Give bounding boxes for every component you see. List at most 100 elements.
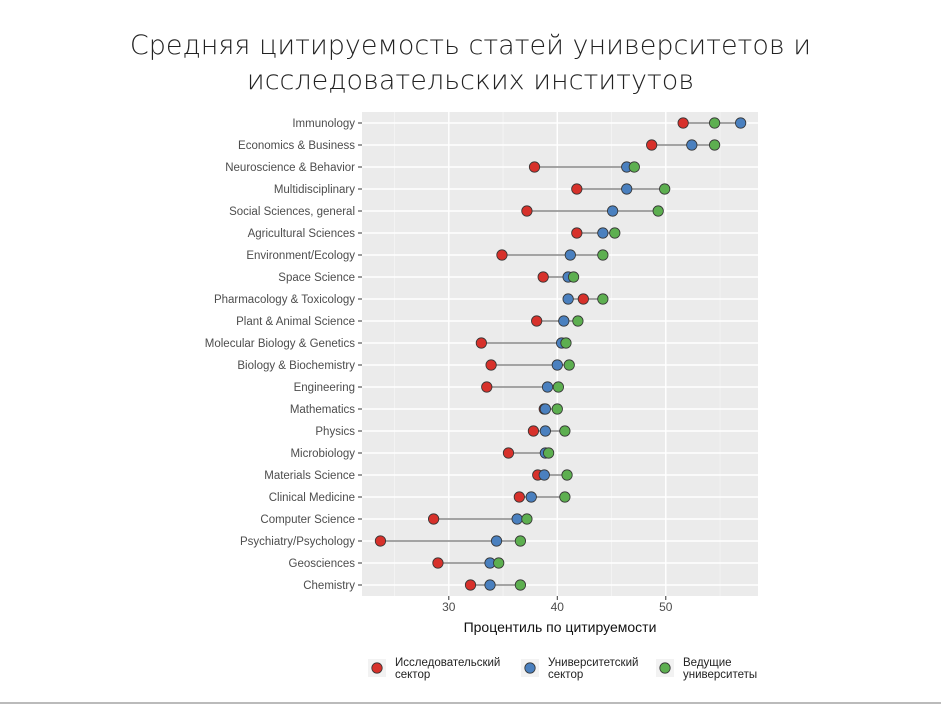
y-tick-label: Social Sciences, general [229,206,355,218]
university-sector-point [538,469,550,481]
y-tick-label: Physics [315,426,355,438]
plot-panel [362,112,758,596]
y-tick-label: Computer Science [260,514,355,526]
y-tick-label: Mathematics [290,404,355,416]
y-tick-label: Biology & Biochemistry [237,360,355,372]
research-sector-point [428,513,440,525]
y-tick-label: Geosciences [289,558,356,570]
research-sector-point [521,205,533,217]
leading-universities-point [709,139,721,151]
y-tick-label: Microbiology [290,448,355,460]
leading-universities-point [709,117,721,129]
research-sector-point [485,359,497,371]
research-sector-point [464,579,477,591]
legend-label: Ведущие [683,657,732,669]
university-sector-point [525,491,537,503]
leading-universities-point [659,183,671,195]
university-sector-point [621,183,633,195]
leading-universities-point [521,513,533,525]
research-sector-point [374,535,387,547]
research-sector-point [513,491,525,503]
university-sector-point [541,381,554,393]
y-tick-label: Multidisciplinary [274,184,355,196]
leading-universities-point [543,447,555,459]
research-sector-point [577,293,589,305]
university-sector-point [597,227,609,239]
research-sector-point [677,117,689,129]
research-sector-point [432,557,444,569]
leading-universities-point [597,293,609,305]
legend-marker [524,662,536,674]
x-tick-label: 30 [442,600,456,614]
legend-label: университеты [683,669,757,681]
university-sector-point [564,249,576,261]
research-sector-point [537,271,549,283]
x-tick-label: 40 [551,600,565,614]
leading-universities-point [652,205,664,217]
chart-title: Средняя цитируемость статей университето… [0,28,941,98]
leading-universities-point [551,403,563,415]
research-sector-point [502,447,515,459]
university-sector-point [551,359,563,371]
legend-label: сектор [395,669,430,681]
university-sector-point [539,403,551,415]
y-tick-label: Plant & Animal Science [236,316,355,328]
chart-title-line-2: исследовательских институтов [246,65,695,96]
university-sector-point [735,117,747,129]
y-tick-label: Neuroscience & Behavior [225,162,355,174]
y-tick-label: Economics & Business [238,140,355,152]
y-tick-label: Space Science [278,272,355,284]
university-sector-point [484,579,496,591]
leading-universities-point [552,381,564,393]
legend-marker [371,662,383,674]
leading-universities-point [514,579,527,591]
y-tick-label: Chemistry [303,580,355,592]
university-sector-point [562,293,574,305]
university-sector-point [558,315,570,327]
research-sector-point [571,227,583,239]
legend-label: Исследовательский [395,657,500,669]
leading-universities-point [559,425,571,437]
research-sector-point [528,161,541,173]
leading-universities-point [493,557,505,569]
leading-universities-point [560,337,572,349]
research-sector-point [481,381,493,393]
x-tick-label: 50 [659,600,673,614]
legend-label: Университетский [548,657,638,669]
research-sector-point [527,425,540,437]
y-tick-label: Immunology [292,118,355,130]
y-tick-label: Psychiatry/Psychology [240,536,355,548]
leading-universities-point [514,535,527,547]
leading-universities-point [572,315,584,327]
y-tick-label: Materials Science [264,470,355,482]
university-sector-point [686,139,698,151]
university-sector-point [607,205,619,217]
chart-title-line-1: Средняя цитируемость статей университето… [129,30,812,61]
research-sector-point [571,183,583,195]
leading-universities-point [559,491,571,503]
legend-label: сектор [548,669,583,681]
y-tick-label: Agricultural Sciences [248,228,356,240]
leading-universities-point [567,271,580,283]
y-tick-label: Pharmacology & Toxicology [214,294,355,306]
y-tick-label: Clinical Medicine [269,492,355,504]
leading-universities-point [561,469,573,481]
legend-marker [659,662,671,674]
university-sector-point [539,425,551,437]
research-sector-point [531,315,543,327]
research-sector-point [646,139,658,151]
leading-universities-point [563,359,575,371]
leading-universities-point [597,249,609,261]
university-sector-point [511,513,523,525]
y-tick-label: Environment/Ecology [246,250,355,262]
y-tick-label: Molecular Biology & Genetics [205,338,355,350]
leading-universities-point [609,227,621,239]
leading-universities-point [628,161,640,173]
research-sector-point [496,249,508,261]
x-axis-title: Процентиль по цитируемости [464,619,657,635]
university-sector-point [490,535,503,547]
y-tick-label: Engineering [294,382,355,394]
